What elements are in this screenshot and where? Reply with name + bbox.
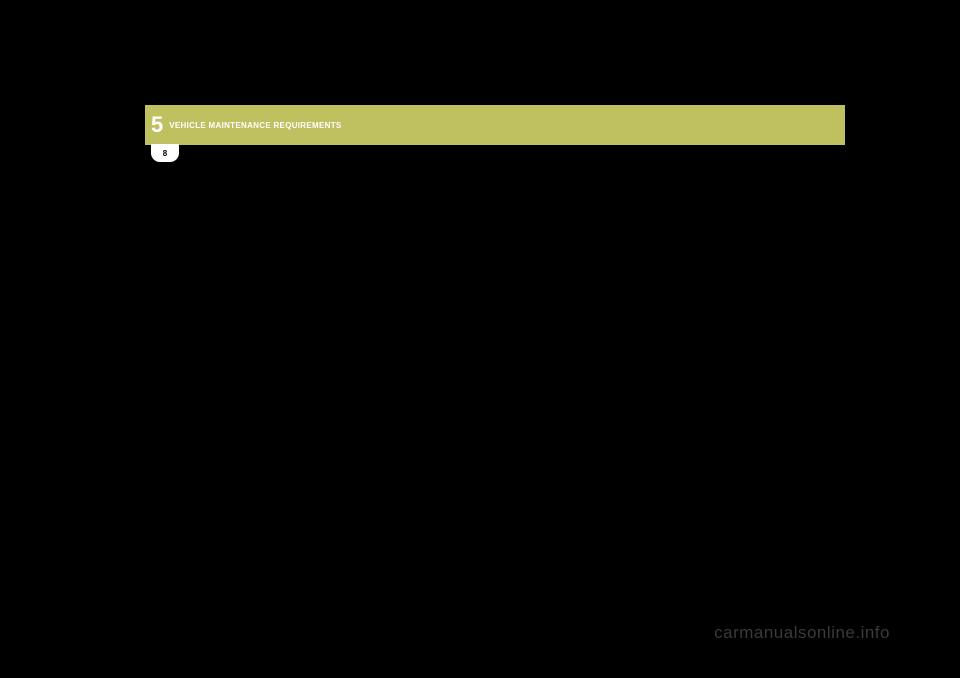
page-number-tab: 8	[151, 144, 179, 162]
page-number: 8	[163, 149, 167, 158]
section-title: VEHICLE MAINTENANCE REQUIREMENTS	[169, 121, 341, 130]
section-number: 5	[151, 114, 163, 136]
manual-page: 5 VEHICLE MAINTENANCE REQUIREMENTS 8	[145, 105, 845, 162]
watermark-text: carmanualsonline.info	[714, 623, 890, 643]
section-header-bar: 5 VEHICLE MAINTENANCE REQUIREMENTS	[145, 105, 845, 145]
